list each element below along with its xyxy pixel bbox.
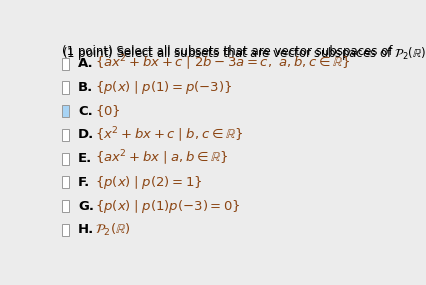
Text: A.: A. [78, 57, 94, 70]
Text: $\mathcal{P}_2(\mathbb{R})$: $\mathcal{P}_2(\mathbb{R})$ [95, 222, 130, 238]
Text: $\{ax^2 + bx\mid a, b \in \mathbb{R}\}$: $\{ax^2 + bx\mid a, b \in \mathbb{R}\}$ [95, 149, 228, 168]
Text: F.: F. [78, 176, 90, 189]
Text: E.: E. [78, 152, 92, 165]
Text: (1 point) Select all subsets that are vector subspaces of: (1 point) Select all subsets that are ve… [61, 45, 396, 58]
Text: H.: H. [78, 223, 94, 236]
Text: D.: D. [78, 129, 94, 141]
Text: $\{p(x)\mid p(1)p(-3) = 0\}$: $\{p(x)\mid p(1)p(-3) = 0\}$ [95, 198, 240, 215]
Bar [61, 176, 69, 188]
Bar [61, 82, 69, 93]
Text: $\{x^2 + bx + c\mid b, c \in \mathbb{R}\}$: $\{x^2 + bx + c\mid b, c \in \mathbb{R}\… [95, 125, 243, 144]
Bar [61, 58, 69, 70]
Text: B.: B. [78, 81, 93, 94]
Bar [61, 152, 69, 165]
Text: $\{p(x)\mid p(1) = p(-3)\}$: $\{p(x)\mid p(1) = p(-3)\}$ [95, 79, 232, 96]
Bar [61, 200, 69, 212]
Bar [61, 129, 69, 141]
Bar [61, 224, 69, 236]
Text: G.: G. [78, 200, 94, 213]
Bar [61, 105, 69, 117]
Text: $\{ax^2 + bx + c\mid 2b - 3a = c,\ a, b, c \in \mathbb{R}\}$: $\{ax^2 + bx + c\mid 2b - 3a = c,\ a, b,… [95, 54, 350, 74]
Text: $\{p(x)\mid p(2) = 1\}$: $\{p(x)\mid p(2) = 1\}$ [95, 174, 202, 191]
Text: $\{0\}$: $\{0\}$ [95, 103, 120, 119]
Text: C.: C. [78, 105, 93, 118]
Text: (1 point) Select all subsets that are vector subspaces of $\mathcal{P}_2(\mathbb: (1 point) Select all subsets that are ve… [61, 45, 426, 62]
